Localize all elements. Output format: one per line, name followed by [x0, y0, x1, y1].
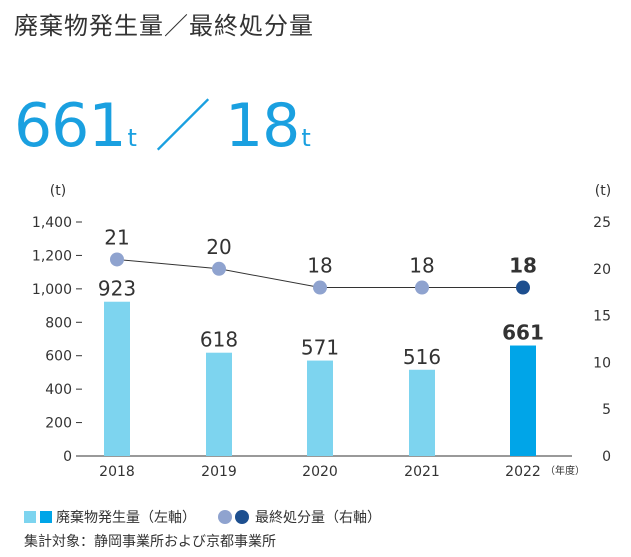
x-axis-unit: （年度） [545, 464, 585, 477]
left-axis-ticks: 0 200 400 600 800 1,000 1,200 1,400 [32, 215, 82, 465]
legend-line-label: 最終処分量（右軸） [255, 510, 381, 526]
left-tick-label: 200 [45, 416, 72, 432]
left-tick-label: 1,000 [32, 282, 72, 298]
headline-separator: ／ [154, 95, 211, 160]
bar-value-label: 661 [502, 321, 544, 345]
dot-2018 [110, 252, 124, 267]
dot-value-label: 18 [307, 254, 332, 278]
legend-dot-swatch [218, 510, 232, 524]
bar-2018 [104, 301, 130, 456]
legend-bar-label: 廃棄物発生量（左軸） [56, 510, 196, 526]
left-tick-label: 800 [45, 315, 72, 331]
bar-2019 [206, 352, 232, 456]
dot-2020 [313, 280, 327, 295]
right-tick-label: 15 [593, 309, 611, 325]
x-tick-label: 2022 [505, 464, 541, 480]
legend-bar-swatch [24, 511, 36, 523]
x-tick-label: 2018 [99, 464, 135, 480]
scope-note: 集計対象：静岡事業所および京都事業所 [24, 534, 276, 550]
chart-legend: 廃棄物発生量（左軸） 最終処分量（右軸） [24, 507, 381, 527]
legend-bar-swatch-highlight [40, 511, 52, 523]
right-tick-label: 25 [593, 215, 611, 231]
right-tick-label: 0 [602, 449, 611, 465]
bar-2022 [510, 345, 536, 456]
dot-value-label: 21 [104, 225, 129, 249]
dot-value-label: 18 [509, 254, 537, 278]
dot-value-labels: 21 20 18 18 18 [104, 225, 537, 277]
left-tick-label: 1,400 [32, 215, 72, 231]
left-axis-unit: (t) [50, 183, 66, 199]
x-tick-label: 2020 [302, 464, 338, 480]
bar-value-label: 923 [98, 277, 136, 301]
dot-value-label: 20 [206, 235, 231, 259]
page-title: 廃棄物発生量／最終処分量 [14, 12, 314, 40]
right-axis-unit: (t) [595, 183, 611, 199]
bar-value-label: 516 [403, 345, 441, 369]
headline-disposal-unit: t [301, 124, 311, 152]
bar-2020 [307, 360, 333, 456]
x-axis-tick-labels: 2018 2019 2020 2021 2022 [99, 464, 541, 480]
right-tick-label: 5 [602, 402, 611, 418]
dot-series [110, 252, 530, 295]
x-tick-label: 2021 [404, 464, 440, 480]
right-tick-label: 10 [593, 355, 611, 371]
dot-2019 [212, 261, 226, 276]
dot-value-label: 18 [409, 254, 434, 278]
dot-2022 [516, 280, 530, 295]
bar-value-labels: 923 618 571 516 661 [98, 277, 544, 369]
left-tick-label: 600 [45, 349, 72, 365]
headline-waste-value: 661 [14, 91, 127, 161]
headline-waste-unit: t [127, 124, 137, 152]
legend-dot-swatch-highlight [235, 510, 249, 524]
bar-value-label: 571 [301, 336, 339, 360]
bar-value-label: 618 [200, 328, 238, 352]
left-tick-label: 0 [63, 449, 72, 465]
headline-figures: 661t ／ 18t [14, 82, 311, 163]
headline-disposal-value: 18 [224, 91, 300, 161]
dot-2021 [415, 280, 429, 295]
x-tick-label: 2019 [201, 464, 237, 480]
bar-series [104, 301, 536, 456]
left-tick-label: 400 [45, 382, 72, 398]
bar-2021 [409, 369, 435, 456]
right-axis-ticks: 0 5 10 15 20 25 [593, 215, 611, 465]
left-tick-label: 1,200 [32, 248, 72, 264]
right-tick-label: 20 [593, 262, 611, 278]
